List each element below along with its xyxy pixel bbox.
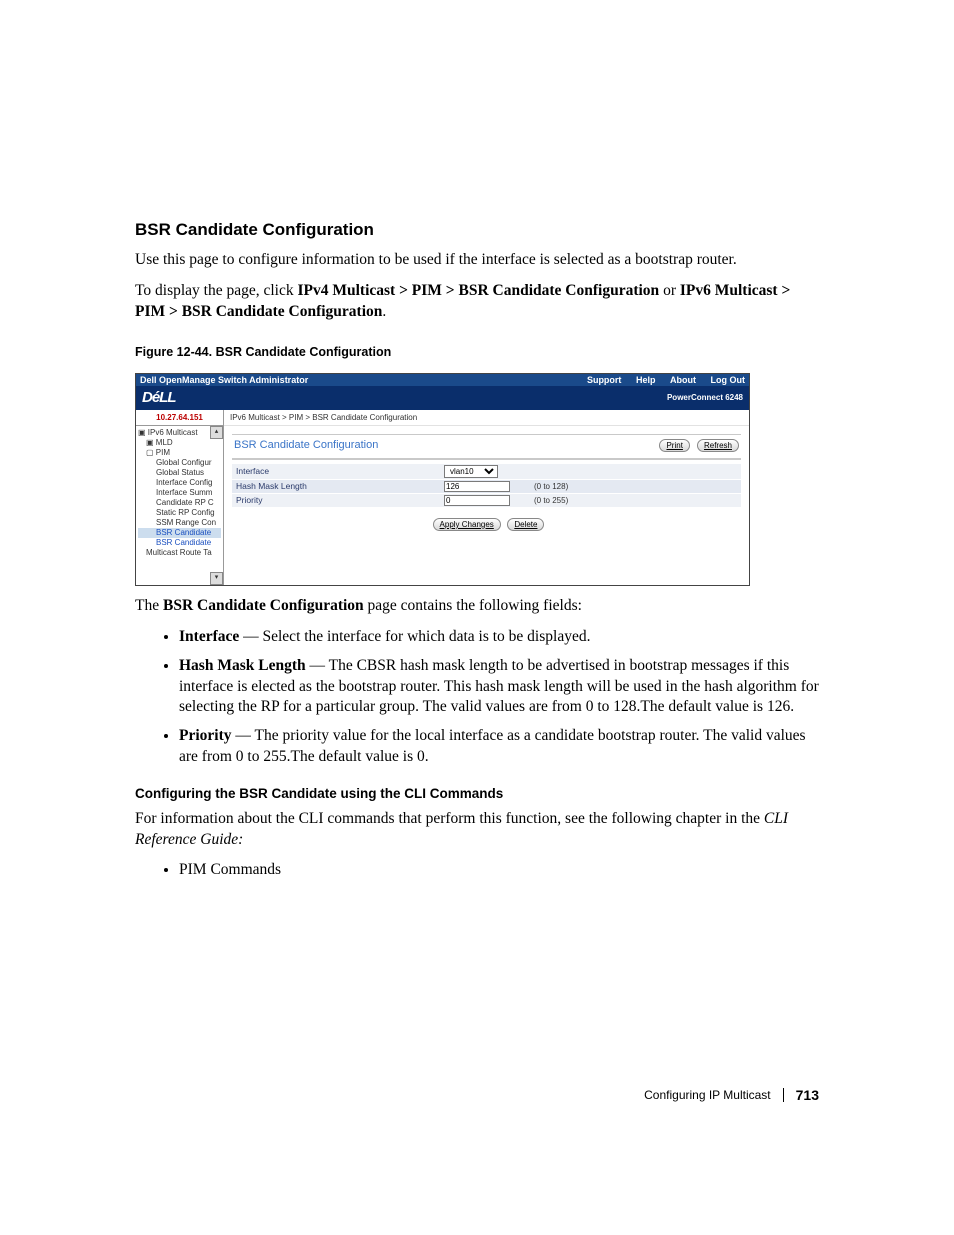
logo-bar: DéLL PowerConnect 6248 <box>136 386 749 410</box>
cli-paragraph: For information about the CLI commands t… <box>135 809 819 851</box>
priority-label: Priority <box>232 493 440 507</box>
hash-label: Hash Mask Length <box>232 479 440 493</box>
app-title: Dell OpenManage Switch Administrator <box>140 375 308 385</box>
tree-item[interactable]: Interface Config <box>138 478 221 488</box>
cli-subheading: Configuring the BSR Candidate using the … <box>135 786 819 801</box>
tree-root[interactable]: ▣ IPv6 Multicast <box>138 428 221 438</box>
footer-section: Configuring IP Multicast <box>644 1088 771 1102</box>
delete-button[interactable]: Delete <box>507 518 544 531</box>
nav-paragraph: To display the page, click IPv4 Multicas… <box>135 281 819 323</box>
product-label: PowerConnect 6248 <box>667 393 743 402</box>
tree-item[interactable]: Global Status <box>138 468 221 478</box>
tree-mld[interactable]: ▣ MLD <box>138 438 221 448</box>
after-prefix: The <box>135 597 163 614</box>
hash-input[interactable] <box>444 481 510 492</box>
after-figure-paragraph: The BSR Candidate Configuration page con… <box>135 596 819 617</box>
tree-item-selected[interactable]: BSR Candidate <box>138 528 221 538</box>
field-hash: Hash Mask Length — The CBSR hash mask le… <box>179 656 819 719</box>
cli-item: PIM Commands <box>179 861 819 879</box>
scroll-down-icon[interactable]: ▾ <box>210 572 223 585</box>
after-suffix: page contains the following fields: <box>364 597 582 614</box>
nav-path-a: IPv4 Multicast > PIM > BSR Candidate Con… <box>297 282 659 299</box>
cli-list: PIM Commands <box>135 861 819 879</box>
device-ip: 10.27.64.151 <box>136 410 223 426</box>
field-list: Interface — Select the interface for whi… <box>135 627 819 769</box>
nav-period: . <box>382 303 386 320</box>
field-desc: The priority value for the local interfa… <box>179 727 806 765</box>
print-button[interactable]: Print <box>659 439 689 452</box>
field-name: Priority <box>179 727 232 744</box>
tree-item[interactable]: Multicast Route Ta <box>138 548 221 558</box>
tree-item[interactable]: SSM Range Con <box>138 518 221 528</box>
nav-prefix: To display the page, click <box>135 282 297 299</box>
form-table: Interface vlan10 Hash Mask Length (0 to … <box>232 464 741 508</box>
field-interface: Interface — Select the interface for whi… <box>179 627 819 648</box>
refresh-button[interactable]: Refresh <box>697 439 739 452</box>
field-sep: — <box>239 628 262 645</box>
nav-tree[interactable]: ▴ ▣ IPv6 Multicast ▣ MLD ▢ PIM Global Co… <box>136 426 223 585</box>
footer-separator <box>783 1088 784 1102</box>
scroll-up-icon[interactable]: ▴ <box>210 426 223 439</box>
tree-item[interactable]: Static RP Config <box>138 508 221 518</box>
nav-or: or <box>659 282 680 299</box>
screenshot-container: Dell OpenManage Switch Administrator Sup… <box>135 373 750 586</box>
figure-caption: Figure 12-44. BSR Candidate Configuratio… <box>135 345 819 359</box>
about-link[interactable]: About <box>670 375 696 385</box>
page-footer: Configuring IP Multicast 713 <box>644 1087 819 1103</box>
interface-select[interactable]: vlan10 <box>444 465 498 478</box>
panel-title: BSR Candidate Configuration <box>234 439 378 451</box>
breadcrumb: IPv6 Multicast > PIM > BSR Candidate Con… <box>224 410 749 426</box>
tree-item[interactable]: Candidate RP C <box>138 498 221 508</box>
field-sep: — <box>306 657 329 674</box>
logout-link[interactable]: Log Out <box>711 375 746 385</box>
dell-logo: DéLL <box>142 389 176 406</box>
section-heading: BSR Candidate Configuration <box>135 220 819 240</box>
priority-range: (0 to 255) <box>530 493 741 507</box>
nav-sidebar: 10.27.64.151 ▴ ▣ IPv6 Multicast ▣ MLD ▢ … <box>136 410 224 585</box>
tree-item[interactable]: Global Configur <box>138 458 221 468</box>
apply-changes-button[interactable]: Apply Changes <box>433 518 501 531</box>
tree-pim[interactable]: ▢ PIM <box>138 448 221 458</box>
intro-paragraph: Use this page to configure information t… <box>135 250 819 271</box>
field-priority: Priority — The priority value for the lo… <box>179 726 819 768</box>
field-sep: — <box>232 727 255 744</box>
tree-item[interactable]: Interface Summ <box>138 488 221 498</box>
cli-text-a: For information about the CLI commands t… <box>135 810 764 827</box>
field-name: Hash Mask Length <box>179 657 306 674</box>
interface-label: Interface <box>232 464 440 480</box>
hash-range: (0 to 128) <box>530 479 741 493</box>
field-name: Interface <box>179 628 239 645</box>
help-link[interactable]: Help <box>636 375 656 385</box>
support-link[interactable]: Support <box>587 375 622 385</box>
content-area: IPv6 Multicast > PIM > BSR Candidate Con… <box>224 410 749 585</box>
top-links: Support Help About Log Out <box>575 375 745 385</box>
priority-input[interactable] <box>444 495 510 506</box>
screenshot-titlebar: Dell OpenManage Switch Administrator Sup… <box>136 374 749 386</box>
tree-item[interactable]: BSR Candidate <box>138 538 221 548</box>
field-desc: Select the interface for which data is t… <box>263 628 591 645</box>
footer-page-number: 713 <box>796 1087 819 1103</box>
after-bold: BSR Candidate Configuration <box>163 597 364 614</box>
